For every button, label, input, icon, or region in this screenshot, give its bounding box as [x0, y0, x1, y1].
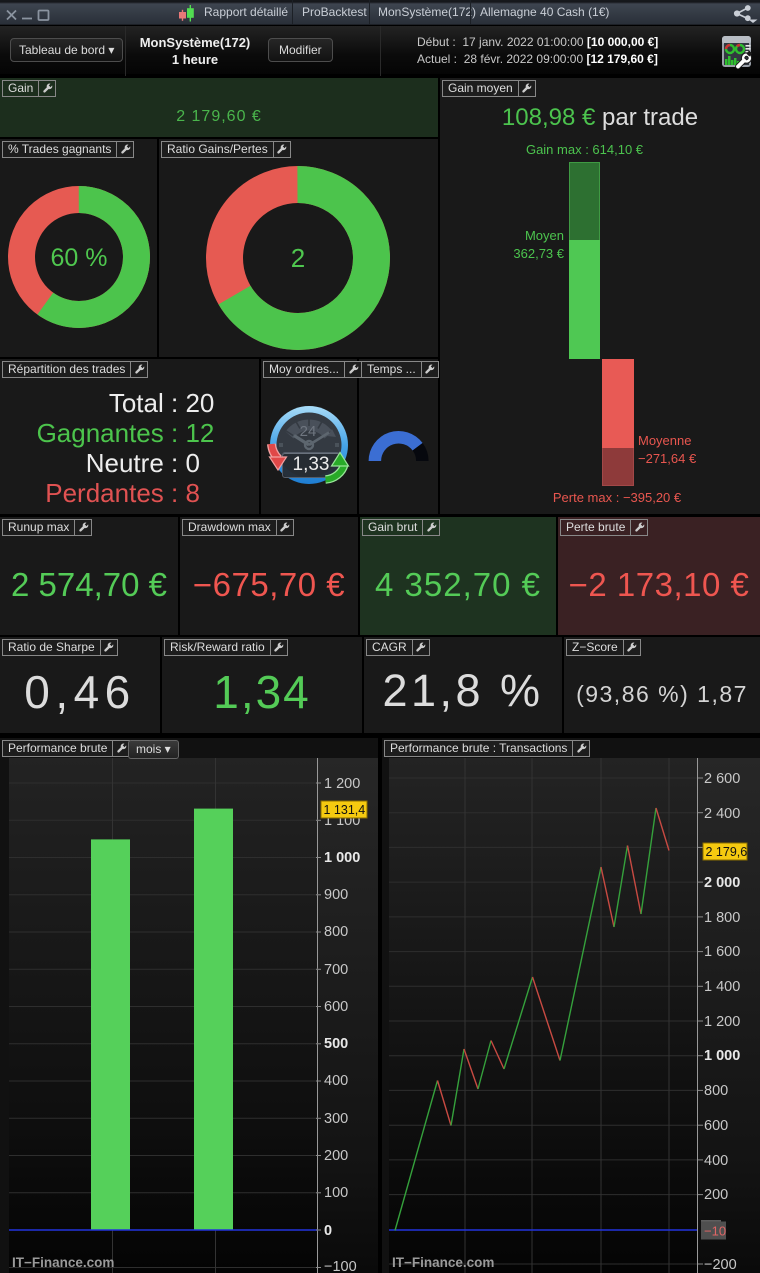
svg-text:1 200: 1 200 — [324, 776, 360, 792]
svg-text:700: 700 — [324, 962, 348, 978]
svg-text:0: 0 — [324, 1223, 332, 1239]
svg-text:800: 800 — [704, 1083, 728, 1099]
svg-text:1 200: 1 200 — [704, 1014, 740, 1030]
svg-text:−100: −100 — [324, 1259, 357, 1273]
svg-text:1 131,4: 1 131,4 — [324, 803, 366, 817]
svg-text:100: 100 — [324, 1185, 348, 1201]
svg-text:1 800: 1 800 — [704, 910, 740, 926]
svg-text:300: 300 — [324, 1111, 348, 1127]
svg-text:60 %: 60 % — [51, 244, 108, 272]
svg-text:2 400: 2 400 — [704, 806, 740, 822]
svg-text:2 000: 2 000 — [704, 875, 740, 891]
svg-text:200: 200 — [704, 1187, 728, 1203]
svg-text:900: 900 — [324, 887, 348, 903]
svg-text:500: 500 — [324, 1036, 348, 1052]
svg-text:IT−Finance.com: IT−Finance.com — [392, 1255, 494, 1270]
svg-text:800: 800 — [324, 924, 348, 940]
svg-text:−10: −10 — [704, 1224, 726, 1239]
svg-text:IT−Finance.com: IT−Finance.com — [12, 1255, 114, 1270]
svg-text:200: 200 — [324, 1148, 348, 1164]
svg-text:400: 400 — [704, 1153, 728, 1169]
svg-text:1 000: 1 000 — [324, 850, 360, 866]
svg-text:1 000: 1 000 — [704, 1048, 740, 1064]
svg-text:2: 2 — [291, 243, 305, 273]
svg-text:24: 24 — [300, 423, 317, 440]
svg-text:1 400: 1 400 — [704, 979, 740, 995]
svg-text:−200: −200 — [704, 1257, 737, 1273]
svg-text:600: 600 — [324, 999, 348, 1015]
svg-text:2 600: 2 600 — [704, 771, 740, 787]
svg-text:600: 600 — [704, 1118, 728, 1134]
svg-text:1 600: 1 600 — [704, 944, 740, 960]
svg-text:400: 400 — [324, 1073, 348, 1089]
svg-text:2 179,6: 2 179,6 — [706, 845, 748, 859]
